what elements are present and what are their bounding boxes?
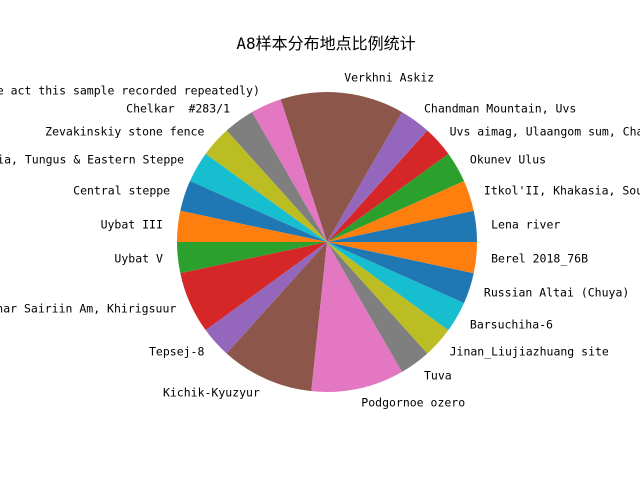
slice-label: Okunev Ulus <box>469 151 547 166</box>
pie-slice-11 <box>177 210 327 242</box>
pie-slice-21 <box>327 242 477 274</box>
slice-label: Berel 2018_76B <box>491 251 589 266</box>
pie-slice-14 <box>205 242 327 354</box>
slice-label: Verkhni Askiz <box>344 70 435 85</box>
slice-label: Lena river <box>491 217 561 232</box>
pie-slice-15 <box>226 242 327 392</box>
pie-slice-7 <box>226 112 327 242</box>
pie-slice-1 <box>327 180 474 242</box>
slice-label: ia, Tungus & Eastern Steppe <box>0 151 185 166</box>
slice-label: e act this sample recorded repeatedly) <box>0 83 260 98</box>
slice-label: Tuva <box>424 367 452 382</box>
slice-label: Itkol'II, Khakasia, Sou <box>483 183 640 198</box>
pie-slice-8 <box>205 130 327 242</box>
pie-slice-17 <box>327 242 428 372</box>
slice-label: Uvs aimag, Ulaangom sum, Cha <box>449 123 640 138</box>
chart-title: A8样本分布地点比例统计 <box>236 34 416 53</box>
pie-slice-0 <box>327 210 477 242</box>
pie-slice-9 <box>189 153 327 242</box>
slice-label: Chandman Mountain, Uvs <box>424 100 577 115</box>
slice-label: Chelkar #283/1 <box>126 100 230 115</box>
pie-slice-20 <box>327 242 474 304</box>
pie-slice-16 <box>311 242 402 393</box>
slice-label: Barsuchiha-6 <box>469 316 553 331</box>
slice-label: Zevakinskiy stone fence <box>45 123 205 138</box>
slice-label: har Sairiin Am, Khirigsuur <box>0 301 177 316</box>
slice-label: Tepsej-8 <box>149 344 205 359</box>
pie-slice-18 <box>327 242 449 354</box>
pie-slice-2 <box>327 153 465 242</box>
pie-slice-3 <box>327 130 449 242</box>
slice-label: Uybat V <box>114 251 163 266</box>
slice-label: Russian Altai (Chuya) <box>483 285 630 300</box>
slice-label: Jinan_Liujiazhuang site <box>449 344 609 359</box>
slice-label: Central steppe <box>73 183 171 198</box>
slice-label: Uybat III <box>100 217 163 232</box>
pie-slice-4 <box>327 112 428 242</box>
pie-slice-12 <box>177 242 327 274</box>
pie-slice-10 <box>180 180 327 242</box>
slice-label: Podgornoe ozero <box>361 395 466 410</box>
pie-slice-5 <box>280 92 402 243</box>
pie-slice-13 <box>180 242 327 331</box>
pie-slice-19 <box>327 242 465 331</box>
slice-label: Kichik-Kyuzyur <box>162 384 260 399</box>
pie-slice-6 <box>252 99 327 242</box>
